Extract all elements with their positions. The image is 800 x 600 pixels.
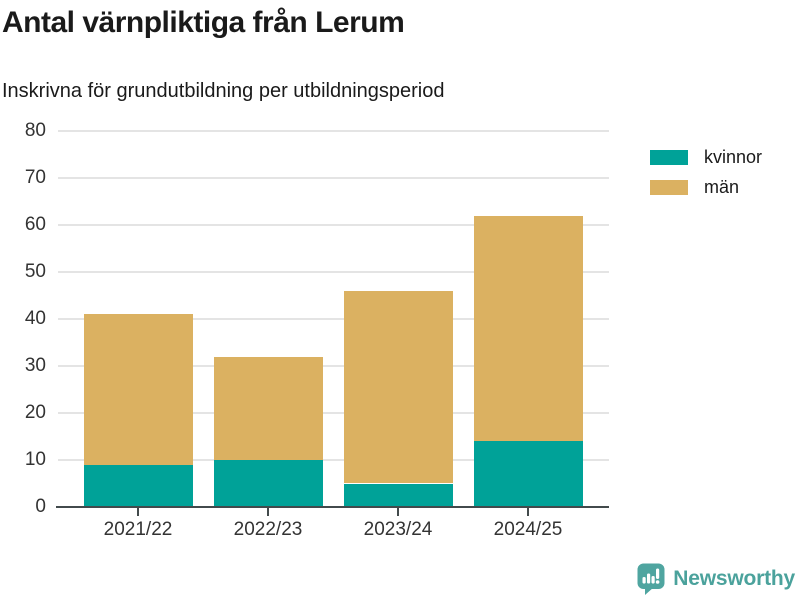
- legend-label: kvinnor: [704, 147, 763, 167]
- gridline-y10: [58, 459, 609, 461]
- gridline-y50: [58, 271, 609, 273]
- gridline-y70: [58, 177, 609, 179]
- y-axis-label: 80: [24, 120, 46, 141]
- bar-2024-25-män: [473, 215, 583, 442]
- chart-title: Antal värnpliktiga från Lerum: [2, 6, 405, 39]
- y-axis-label: 20: [24, 402, 46, 423]
- legend-item-kvinnor: kvinnor: [650, 147, 762, 168]
- brand-logo: Newsworthy: [636, 562, 795, 596]
- bar-2024-25-kvinnor: [473, 441, 583, 507]
- legend-label: män: [704, 177, 740, 197]
- x-axis-label: 2022/23: [233, 519, 303, 540]
- x-axis-label: 2024/25: [493, 519, 563, 540]
- legend: kvinnor män: [650, 147, 762, 207]
- x-axis-tick: [397, 508, 399, 516]
- brand-name: Newsworthy: [673, 567, 795, 590]
- chart-subtitle: Inskrivna för grundutbildning per utbild…: [2, 80, 445, 102]
- x-axis-tick: [267, 508, 269, 516]
- x-axis-label: 2021/22: [103, 519, 173, 540]
- bar-2023-24-kvinnor: [343, 483, 453, 507]
- y-axis-label: 70: [24, 167, 46, 188]
- y-axis-label: 40: [24, 308, 46, 329]
- x-axis-line: [56, 505, 609, 508]
- y-axis-label: 50: [24, 261, 46, 282]
- y-axis-label: 0: [35, 496, 46, 517]
- bar-2022-23-kvinnor: [213, 460, 323, 507]
- bar-2023-24-män: [343, 290, 453, 484]
- gridline-y60: [58, 224, 609, 226]
- y-axis-label: 30: [24, 355, 46, 376]
- gridline-y30: [58, 365, 609, 367]
- legend-swatch-kvinnor: [650, 150, 688, 165]
- x-axis-label: 2023/24: [363, 519, 433, 540]
- x-axis-tick: [527, 508, 529, 516]
- bar-2021-22-män: [83, 314, 193, 465]
- y-axis-label: 10: [24, 449, 46, 470]
- gridline-y80: [58, 130, 609, 132]
- gridline-y40: [58, 318, 609, 320]
- y-axis-label: 60: [24, 214, 46, 235]
- newsworthy-icon: [636, 562, 666, 596]
- gridline-y20: [58, 412, 609, 414]
- bar-2021-22-kvinnor: [83, 464, 193, 507]
- bar-2022-23-män: [213, 356, 323, 460]
- legend-swatch-män: [650, 180, 688, 195]
- x-axis-tick: [137, 508, 139, 516]
- legend-item-män: män: [650, 177, 762, 198]
